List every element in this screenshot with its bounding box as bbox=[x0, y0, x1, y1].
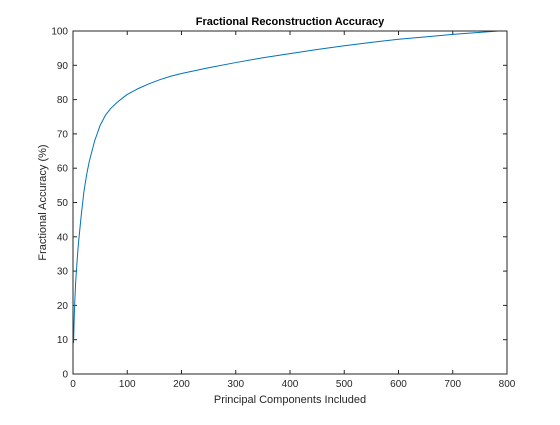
y-tick-label: 70 bbox=[57, 129, 69, 140]
x-tick-label: 300 bbox=[227, 379, 244, 390]
ticks-layer: 0 100 200 300 400 500 600 700 800 0 10 20 30 40 50 60 70… bbox=[51, 27, 515, 391]
plot-frame bbox=[72, 30, 508, 375]
x-axis-label: Principal Components Included bbox=[214, 394, 366, 406]
y-tick-label: 0 bbox=[62, 370, 68, 381]
y-tick-label: 90 bbox=[57, 61, 69, 72]
x-tick-label: 700 bbox=[444, 379, 461, 390]
y-axis-label: Fractional Accuracy (%) bbox=[37, 144, 49, 260]
series-layer bbox=[73, 30, 499, 344]
y-tick-label: 80 bbox=[57, 95, 69, 106]
x-tick-label: 600 bbox=[390, 379, 407, 390]
x-tick-label: 100 bbox=[119, 379, 136, 390]
x-tick-label: 400 bbox=[282, 379, 299, 390]
y-tick-label: 100 bbox=[51, 27, 68, 38]
x-tick-label: 500 bbox=[336, 379, 353, 390]
x-tick-label: 800 bbox=[499, 379, 516, 390]
y-tick-label: 20 bbox=[57, 301, 69, 312]
y-tick-label: 50 bbox=[57, 198, 69, 209]
y-tick-label: 10 bbox=[57, 335, 69, 346]
x-tick-label: 0 bbox=[70, 379, 76, 390]
x-tick-label: 200 bbox=[173, 379, 190, 390]
y-tick-label: 40 bbox=[57, 232, 69, 243]
y-tick-label: 60 bbox=[57, 164, 69, 175]
chart-title: Fractional Reconstruction Accuracy bbox=[196, 16, 385, 28]
series-line-0 bbox=[73, 30, 499, 344]
y-tick-label: 30 bbox=[57, 267, 69, 278]
